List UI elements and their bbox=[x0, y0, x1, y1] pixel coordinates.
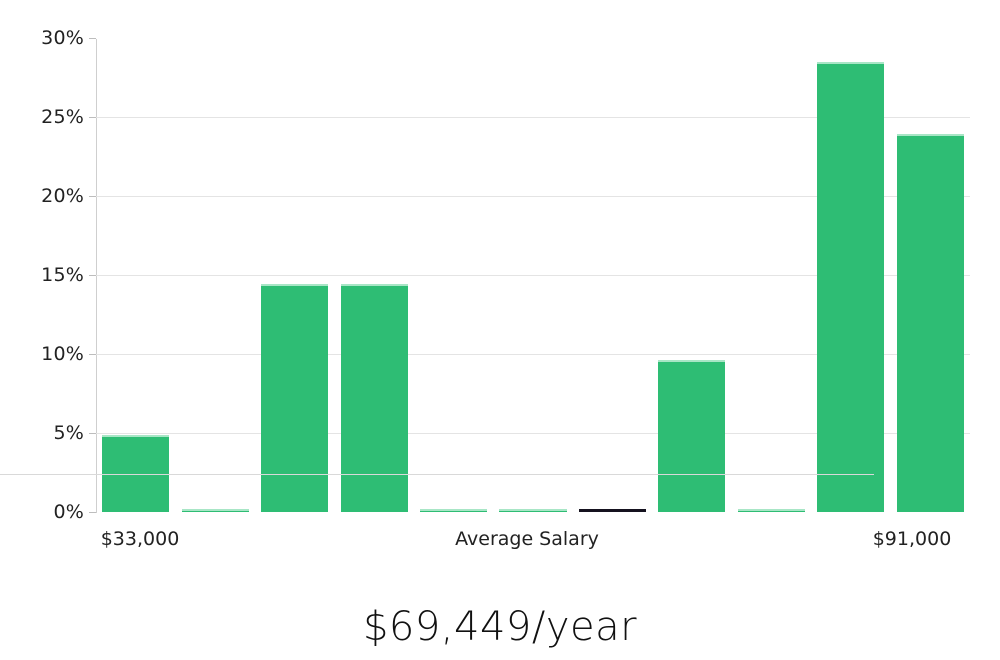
plot-area bbox=[96, 38, 970, 512]
y-axis-tick bbox=[89, 38, 96, 39]
gridline-15% bbox=[96, 275, 970, 276]
gridline-5% bbox=[96, 433, 970, 434]
bar bbox=[102, 434, 170, 512]
y-axis-label: 10% bbox=[41, 343, 84, 365]
bar bbox=[658, 360, 726, 512]
gridline-10% bbox=[96, 354, 970, 355]
bar bbox=[817, 61, 885, 512]
gridline-25% bbox=[96, 117, 970, 118]
x-axis-title: Average Salary bbox=[455, 528, 599, 550]
y-axis-tick bbox=[89, 433, 96, 434]
bar bbox=[419, 509, 488, 512]
gridline-30% bbox=[96, 38, 970, 39]
salary-annotation: $69,449/year bbox=[362, 604, 638, 650]
bar bbox=[578, 509, 646, 512]
y-axis-label: 25% bbox=[41, 106, 84, 128]
y-axis-tick bbox=[89, 354, 96, 355]
y-axis-label: 5% bbox=[53, 422, 84, 444]
y-axis-label: 0% bbox=[53, 501, 84, 523]
x-axis-max-label: $91,000 bbox=[872, 528, 952, 550]
y-axis-label: 20% bbox=[41, 185, 84, 207]
y-axis-tick bbox=[89, 275, 96, 276]
y-axis-label: 15% bbox=[41, 264, 84, 286]
bar bbox=[499, 509, 567, 512]
y-axis-tick bbox=[89, 512, 96, 513]
y-axis-tick bbox=[89, 117, 96, 118]
bar bbox=[737, 509, 805, 512]
y-axis-tick bbox=[89, 196, 96, 197]
bar bbox=[340, 284, 408, 512]
bar bbox=[261, 284, 329, 512]
gridline-20% bbox=[96, 196, 970, 197]
y-axis-label: 30% bbox=[41, 27, 84, 49]
bar bbox=[896, 134, 964, 512]
x-axis-baseline bbox=[0, 474, 874, 475]
bar bbox=[181, 509, 249, 512]
x-axis-min-label: $33,000 bbox=[100, 528, 180, 550]
